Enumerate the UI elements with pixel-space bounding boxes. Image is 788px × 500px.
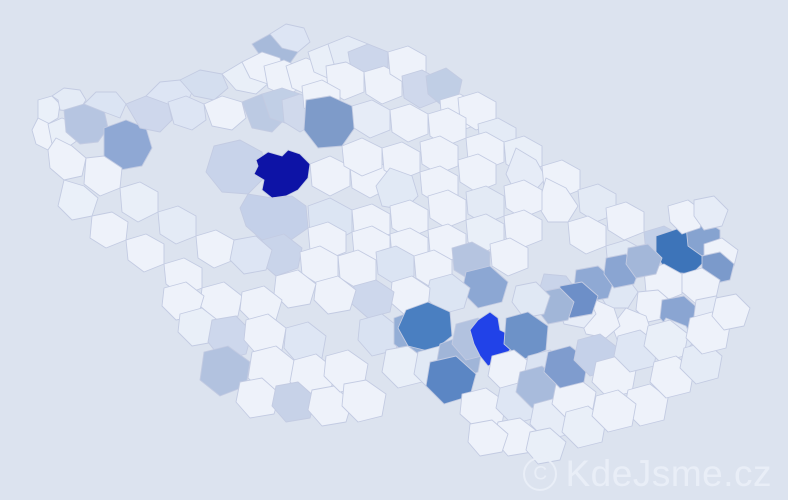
district-polygon[interactable]: [284, 322, 326, 364]
district-polygon[interactable]: [196, 230, 234, 268]
district-polygon[interactable]: [352, 280, 394, 318]
district-polygon[interactable]: [420, 136, 458, 174]
district-polygon[interactable]: [468, 420, 508, 456]
district-polygon[interactable]: [626, 244, 662, 278]
district-polygon[interactable]: [512, 282, 550, 318]
district-polygon[interactable]: [314, 276, 356, 314]
district-polygon[interactable]: [90, 212, 128, 248]
district-polygon[interactable]: [206, 140, 266, 194]
district-polygon[interactable]: [352, 100, 390, 138]
district-polygon[interactable]: [342, 138, 382, 176]
district-polygon[interactable]: [458, 154, 496, 192]
district-polygon[interactable]: [310, 156, 350, 196]
district-polygon[interactable]: [168, 96, 206, 130]
district-polygon[interactable]: [230, 236, 272, 274]
district-polygon[interactable]: [504, 210, 542, 248]
district-polygon[interactable]: [504, 180, 542, 218]
district-polygon[interactable]: [244, 314, 286, 356]
district-polygon[interactable]: [270, 24, 310, 52]
district-polygon[interactable]: [304, 96, 356, 148]
district-polygon[interactable]: [712, 294, 750, 330]
district-polygon[interactable]: [48, 138, 86, 180]
district-polygon[interactable]: [240, 194, 308, 242]
district-polygon[interactable]: [376, 246, 414, 284]
district-polygon[interactable]: [236, 378, 280, 418]
district-polygon[interactable]: [568, 216, 606, 254]
district-polygon[interactable]: [342, 380, 386, 422]
district-polygon[interactable]: [526, 428, 566, 464]
district-polygon[interactable]: [204, 96, 246, 130]
district-polygon[interactable]: [390, 104, 428, 142]
district-polygon[interactable]: [158, 206, 196, 244]
district-polygon[interactable]: [254, 150, 310, 198]
district-polygon[interactable]: [490, 238, 528, 276]
district-polygon[interactable]: [120, 182, 158, 222]
district-polygon[interactable]: [694, 196, 728, 230]
district-polygon[interactable]: [504, 312, 548, 360]
district-polygon[interactable]: [592, 390, 636, 432]
district-polygon[interactable]: [180, 70, 228, 100]
district-polygon[interactable]: [606, 202, 644, 240]
district-polygon[interactable]: [272, 382, 316, 422]
district-polygon[interactable]: [428, 190, 466, 228]
district-polygon[interactable]: [126, 234, 164, 272]
district-layer: [32, 24, 750, 464]
